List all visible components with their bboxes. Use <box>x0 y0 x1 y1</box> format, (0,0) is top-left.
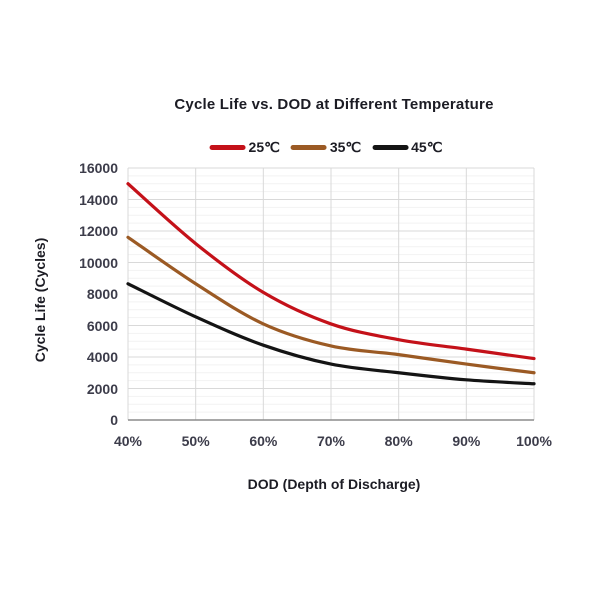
x-tick-label-100: 100% <box>516 433 552 449</box>
x-tick-label-90: 90% <box>452 433 481 449</box>
y-tick-label-6000: 6000 <box>86 317 118 334</box>
y-tick-label-10000: 10000 <box>79 254 118 271</box>
plot-area <box>126 167 536 421</box>
series-line-45 <box>126 282 536 386</box>
legend-line-swatch <box>372 144 409 150</box>
series-line-25 <box>126 182 536 361</box>
y-tick-label-0: 0 <box>110 412 118 428</box>
y-tick-label-2000: 2000 <box>86 380 118 397</box>
legend-label: 25℃ <box>248 138 280 155</box>
x-tick-label-80: 80% <box>384 433 413 449</box>
legend-line-swatch <box>290 144 327 150</box>
y-tick-label-16000: 16000 <box>79 160 118 176</box>
chart-title: Cycle Life vs. DOD at Different Temperat… <box>174 96 494 113</box>
series-line-35 <box>126 235 536 375</box>
x-tick-label-40: 40% <box>113 433 143 449</box>
legend-line-swatch <box>209 144 246 150</box>
y-tick-label-14000: 14000 <box>79 191 118 208</box>
x-tick-label-50: 50% <box>181 433 210 449</box>
y-axis-title: Cycle Life (Cycles) <box>32 237 48 363</box>
x-tick-label-60: 60% <box>249 433 278 449</box>
legend-item-45: 45℃ <box>372 139 442 156</box>
y-tick-label-4000: 4000 <box>86 349 118 365</box>
legend: 25℃ 35℃ 45℃ <box>209 136 442 158</box>
legend-label: 35℃ <box>329 138 362 155</box>
legend-item-35: 35℃ <box>290 138 362 156</box>
y-tick-label-8000: 8000 <box>86 286 118 302</box>
x-tick-label-70: 70% <box>316 433 346 449</box>
legend-label: 45℃ <box>411 138 443 155</box>
x-axis-title: DOD (Depth of Discharge) <box>247 476 421 492</box>
y-tick-label-12000: 12000 <box>79 223 118 239</box>
legend-item-25: 25℃ <box>209 138 280 156</box>
